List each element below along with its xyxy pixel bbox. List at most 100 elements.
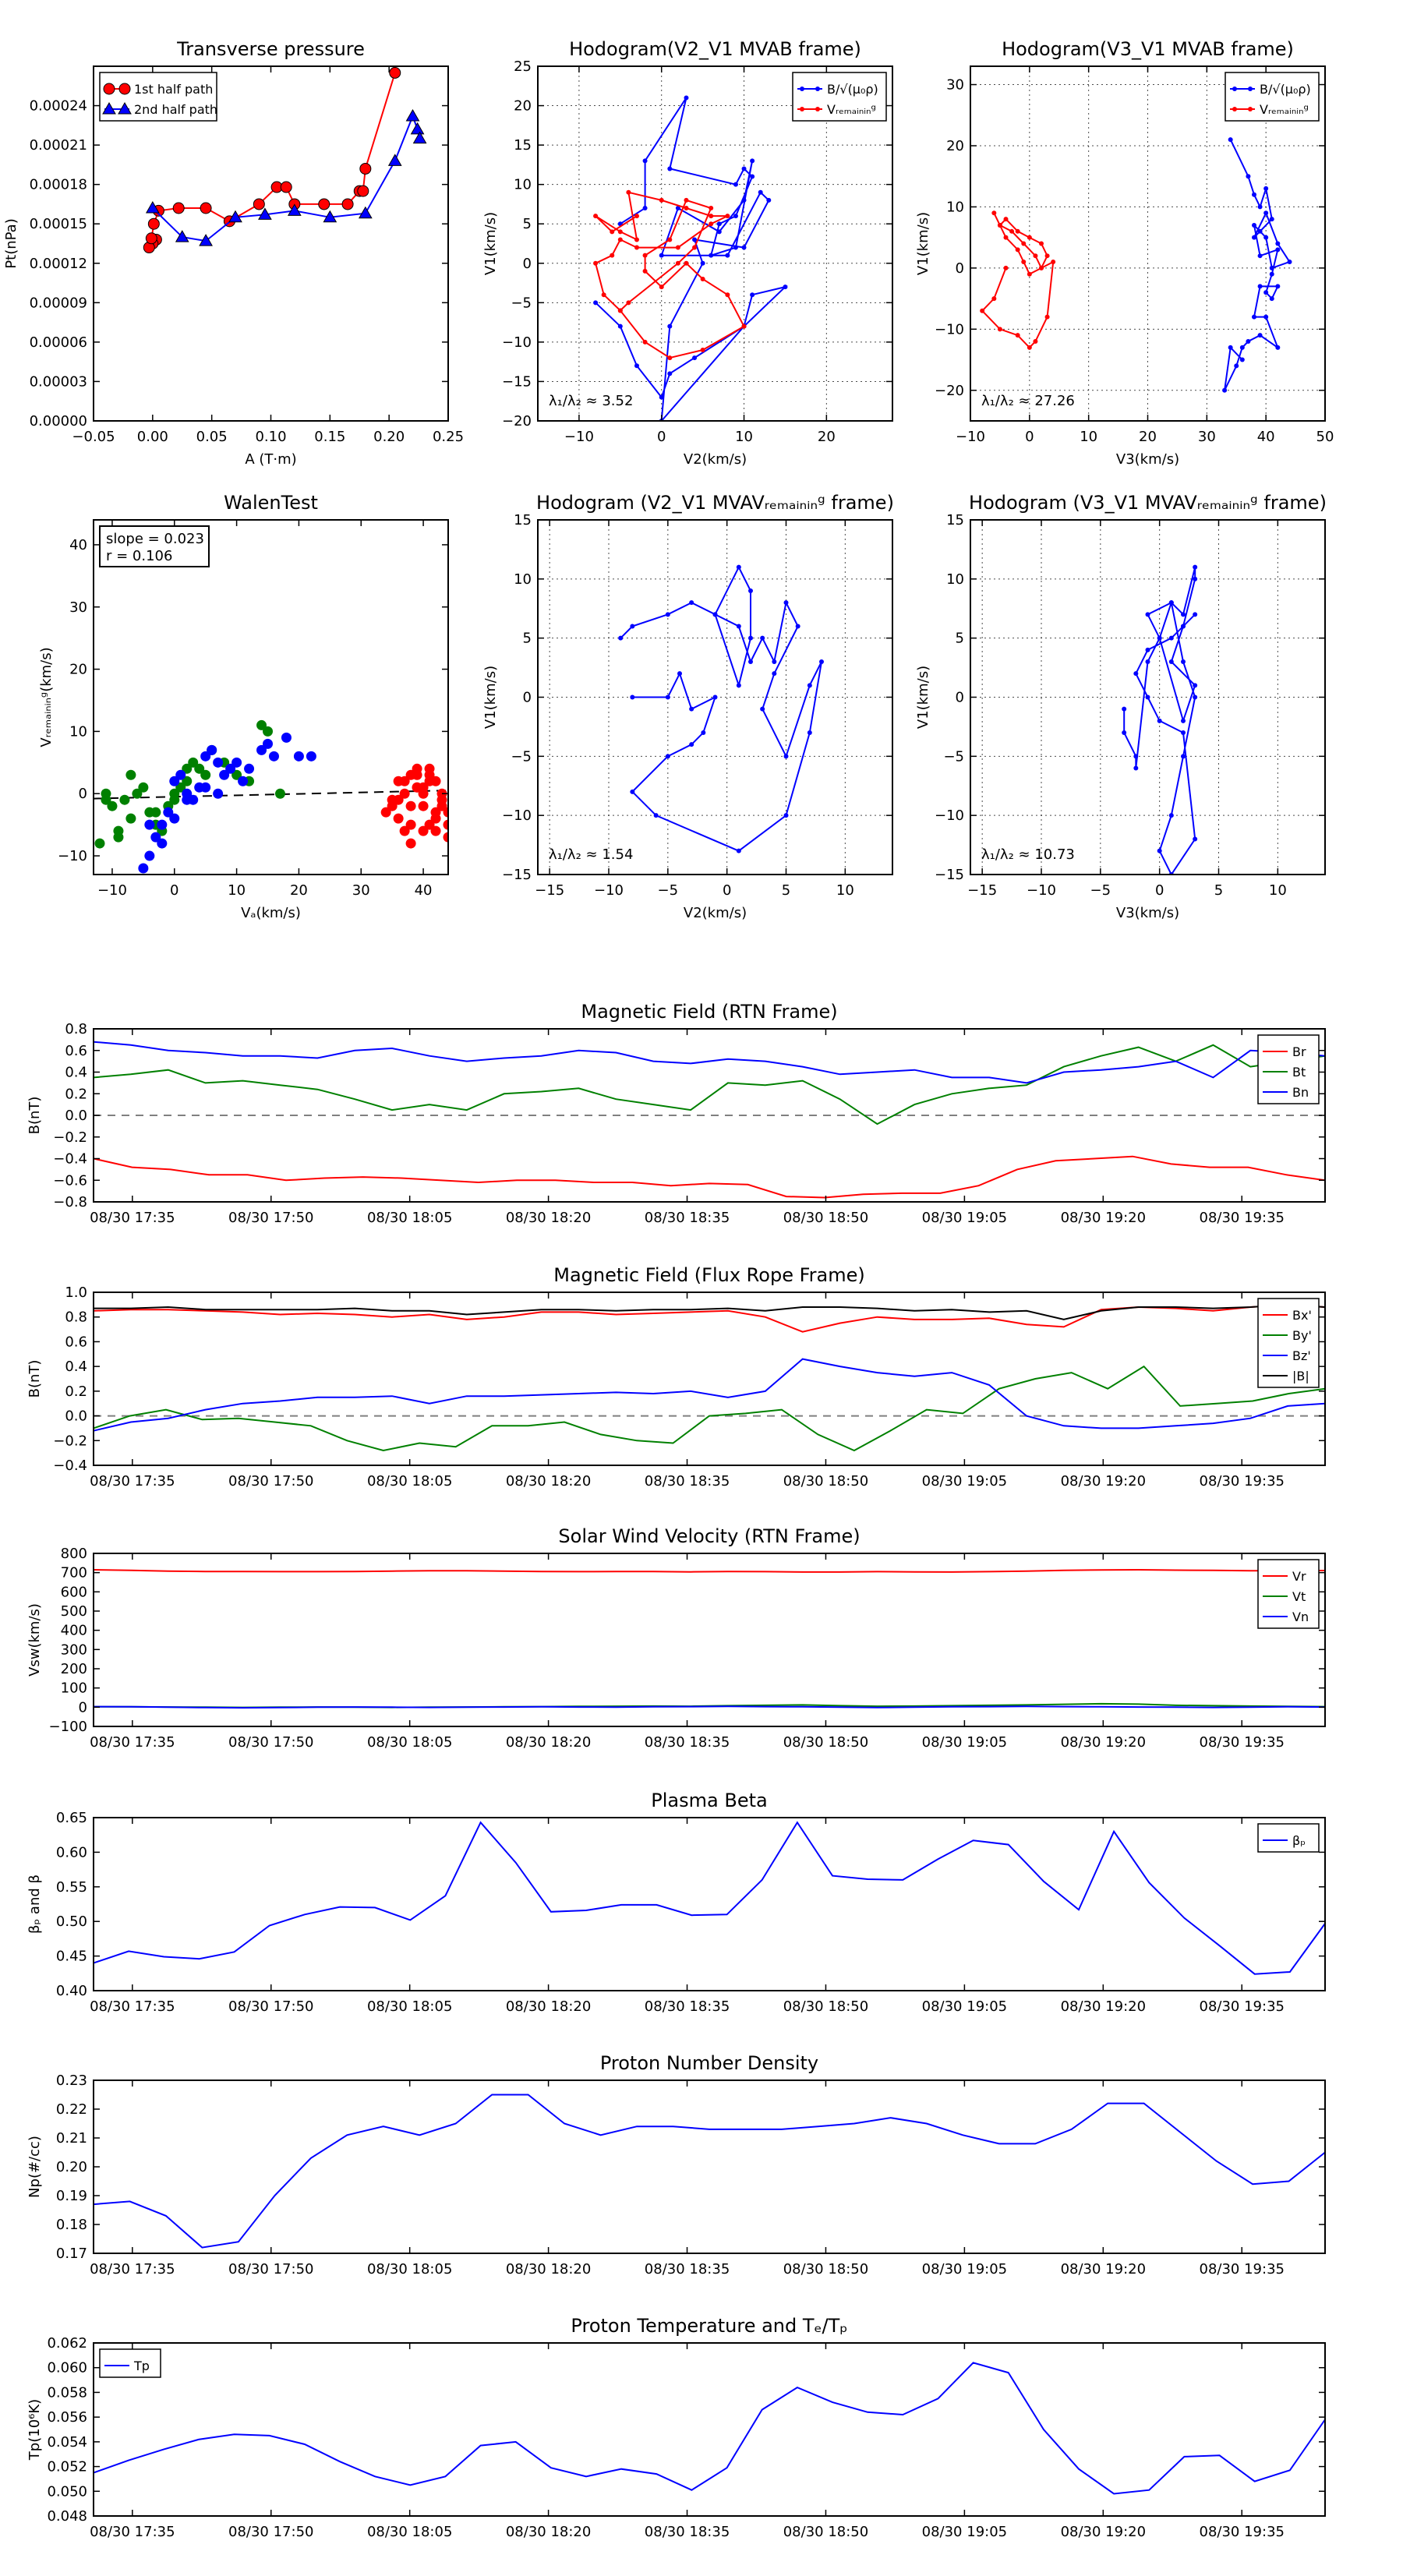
series-line [94,1568,1325,1573]
data-point [253,198,265,210]
data-point [138,782,149,793]
legend: Bx' By' Bz' |B| [1257,1298,1320,1388]
chart-magnetic-field-rtn: Magnetic Field (RTN Frame) 08/30 17:35 08/… [27,1001,1326,1226]
series-0 [94,1155,1325,1199]
y-tick-label: 0.00006 [30,334,87,351]
legend-box [1257,1298,1320,1388]
series-0 [94,1821,1325,1975]
data-point [1269,271,1274,277]
data-point [795,624,800,629]
x-tick-label: 08/30 18:35 [645,1734,730,1751]
data-point [1193,576,1198,581]
chart-title: Solar Wind Velocity (RTN Frame) [558,1525,860,1547]
legend-marker [102,101,116,115]
data-point [1021,260,1027,265]
x-tick-label: 08/30 18:35 [645,1998,730,2015]
plot-area [593,95,788,421]
data-point [1252,222,1256,228]
chart-title: Plasma Beta [651,1790,767,1811]
plot-area [94,2094,1325,2249]
data-point [700,277,705,281]
data-point [760,706,765,712]
data-point [736,848,741,853]
y-tick-label: −15 [502,867,532,883]
data-point [94,838,105,849]
data-point [443,819,448,830]
x-tick-label: 40 [415,882,433,899]
x-tick-label: 0 [723,882,731,899]
y-tick-label: 100 [61,1680,87,1697]
y-tick-label: 0.50 [56,1913,87,1930]
data-point [642,206,648,210]
y-tick-label: −0.2 [53,1129,87,1146]
x-tick-label: 08/30 18:50 [783,1998,868,2015]
y-tick-label: 800 [61,1546,87,1562]
data-point [132,788,143,799]
x-tick-label: 08/30 19:05 [922,1734,1007,1751]
x-tick-label: 0.20 [373,429,405,445]
y-tick-label: −10 [935,321,964,337]
data-point [1275,284,1281,289]
data-point [399,825,410,836]
y-tick-label: −10 [58,848,87,864]
data-point [692,237,698,242]
data-point [807,683,812,688]
data-point [231,757,242,768]
legend-marker [118,101,132,115]
series-0 [618,564,824,853]
series-3 [94,1303,1325,1320]
data-point [1263,186,1269,191]
y-tick-label: 300 [61,1641,87,1658]
data-point [684,206,689,210]
x-tick-label: 10 [836,882,854,899]
plot-area [94,2362,1325,2495]
data-point [991,296,997,302]
data-point [601,292,606,298]
data-point [667,355,673,361]
x-tick-label: 08/30 17:50 [228,1998,313,2015]
data-point [1168,600,1174,606]
data-point [630,624,635,629]
data-point [709,206,714,210]
legend-label: Vᵣₑₘₐᵢₙᵢₙᵍ [827,102,876,117]
legend-label: Bt [1292,1065,1306,1080]
data-point [393,794,404,805]
y-tick-label: 0.0 [65,1108,87,1124]
data-point [213,788,224,799]
data-point [405,819,416,830]
x-tick-label: 40 [1257,429,1275,445]
chart-plasma-beta: Plasma Beta 08/30 17:35 08/30 17:50 08/30 1… [27,1790,1326,2015]
data-point [689,600,694,606]
data-point [1257,228,1263,234]
chart-title: Proton Number Density [600,2052,818,2074]
data-point [1145,659,1150,664]
data-point [1181,624,1186,629]
x-tick-label: −0.05 [72,429,115,445]
y-axis-label: Np(#/cc) [27,2136,43,2198]
y-axis-label: V1(km/s) [915,666,931,729]
y-tick-label: 0.058 [47,2384,87,2401]
x-tick-label: 50 [1316,429,1334,445]
data-point [709,253,714,258]
plot-area [980,137,1292,393]
y-tick-label: −100 [49,1719,87,1735]
y-tick-label: 25 [514,58,532,75]
data-point [684,197,689,203]
data-point [358,206,373,219]
series-0 [1222,137,1292,393]
y-tick-label: 0.0 [65,1408,87,1425]
data-point [659,253,664,258]
chart-solar-wind-velocity: Solar Wind Velocity (RTN Frame) 08/30 17:… [27,1525,1326,1751]
y-axis-label: Vᵣₑₘₐᵢₙᵢₙᵍ(km/s) [38,647,55,747]
y-tick-label: 0.17 [56,2246,87,2262]
y-tick-label: 0.55 [56,1879,87,1896]
x-axis-label: A (T·m) [245,451,296,468]
data-point [689,706,694,712]
y-tick-label: 0 [523,690,532,706]
legend-label: Bn [1292,1085,1309,1100]
data-point [750,174,755,179]
data-point [405,109,420,122]
legend-label: By' [1292,1328,1312,1343]
chart-transverse-pressure: Transverse pressure −0.05 0.00 0.05 0.10 0.15… [3,38,464,468]
